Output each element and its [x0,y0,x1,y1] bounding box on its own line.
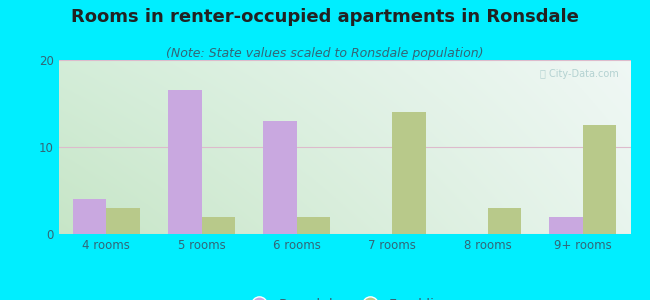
Bar [549,217,583,234]
Bar [583,125,616,234]
Bar [263,121,297,234]
Bar [73,199,106,234]
Legend: Ronsdale, Franklin: Ronsdale, Franklin [240,292,449,300]
Bar [488,208,521,234]
Text: (Note: State values scaled to Ronsdale population): (Note: State values scaled to Ronsdale p… [166,46,484,59]
Text: Rooms in renter-occupied apartments in Ronsdale: Rooms in renter-occupied apartments in R… [71,8,579,26]
Bar [168,91,202,234]
Bar [297,217,330,234]
Bar [202,217,235,234]
Bar [392,112,426,234]
Bar [106,208,140,234]
Text: ⓘ City-Data.com: ⓘ City-Data.com [540,69,619,79]
